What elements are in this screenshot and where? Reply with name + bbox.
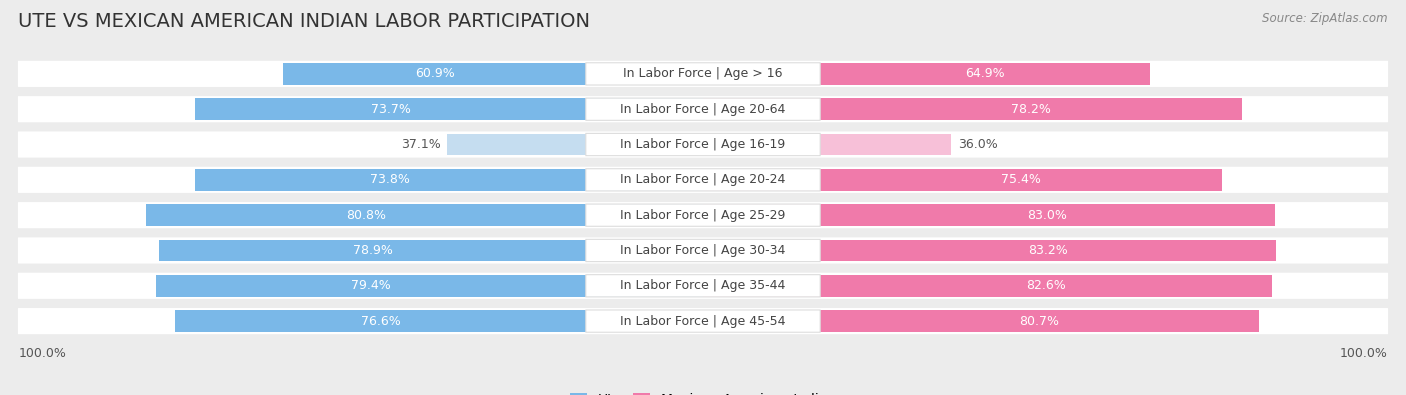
Bar [703,204,1275,226]
Text: In Labor Force | Age 20-64: In Labor Force | Age 20-64 [620,103,786,116]
Text: In Labor Force | Age 35-44: In Labor Force | Age 35-44 [620,279,786,292]
Text: 76.6%: 76.6% [361,314,401,327]
Text: 60.9%: 60.9% [415,68,454,81]
Text: In Labor Force | Age 30-34: In Labor Force | Age 30-34 [620,244,786,257]
FancyBboxPatch shape [18,237,1388,263]
Bar [146,204,703,226]
Bar [447,134,703,156]
FancyBboxPatch shape [18,96,1388,122]
Text: 36.0%: 36.0% [957,138,998,151]
FancyBboxPatch shape [18,202,1388,228]
Bar [156,275,703,297]
Text: 83.0%: 83.0% [1028,209,1067,222]
Text: 82.6%: 82.6% [1026,279,1066,292]
Text: UTE VS MEXICAN AMERICAN INDIAN LABOR PARTICIPATION: UTE VS MEXICAN AMERICAN INDIAN LABOR PAR… [18,12,591,31]
Bar [703,63,1150,85]
Text: In Labor Force | Age 25-29: In Labor Force | Age 25-29 [620,209,786,222]
Text: 79.4%: 79.4% [352,279,391,292]
Bar [284,63,703,85]
FancyBboxPatch shape [586,275,820,297]
FancyBboxPatch shape [586,63,820,85]
Text: 73.7%: 73.7% [371,103,411,116]
Text: In Labor Force | Age 45-54: In Labor Force | Age 45-54 [620,314,786,327]
Bar [703,98,1241,120]
FancyBboxPatch shape [586,310,820,332]
Bar [703,239,1277,261]
Bar [194,169,703,191]
FancyBboxPatch shape [18,273,1388,299]
Text: 37.1%: 37.1% [401,138,440,151]
Text: Source: ZipAtlas.com: Source: ZipAtlas.com [1263,12,1388,25]
Text: 64.9%: 64.9% [966,68,1005,81]
FancyBboxPatch shape [586,134,820,156]
FancyBboxPatch shape [18,61,1388,87]
Text: 100.0%: 100.0% [18,346,66,359]
FancyBboxPatch shape [18,167,1388,193]
FancyBboxPatch shape [586,204,820,226]
Text: In Labor Force | Age > 16: In Labor Force | Age > 16 [623,68,783,81]
FancyBboxPatch shape [586,239,820,261]
FancyBboxPatch shape [18,308,1388,334]
Text: 80.7%: 80.7% [1019,314,1060,327]
Text: 100.0%: 100.0% [1340,346,1388,359]
FancyBboxPatch shape [586,98,820,120]
Bar [159,239,703,261]
Bar [176,310,703,332]
Bar [703,310,1258,332]
FancyBboxPatch shape [18,132,1388,158]
Bar [195,98,703,120]
Text: 75.4%: 75.4% [1001,173,1042,186]
Text: In Labor Force | Age 16-19: In Labor Force | Age 16-19 [620,138,786,151]
Text: 78.9%: 78.9% [353,244,392,257]
Text: 83.2%: 83.2% [1028,244,1069,257]
Bar [703,169,1222,191]
Bar [703,275,1272,297]
Text: In Labor Force | Age 20-24: In Labor Force | Age 20-24 [620,173,786,186]
Text: 80.8%: 80.8% [346,209,387,222]
Legend: Ute, Mexican American Indian: Ute, Mexican American Indian [569,393,837,395]
Text: 73.8%: 73.8% [370,173,411,186]
FancyBboxPatch shape [586,169,820,191]
Bar [703,134,950,156]
Text: 78.2%: 78.2% [1011,103,1050,116]
